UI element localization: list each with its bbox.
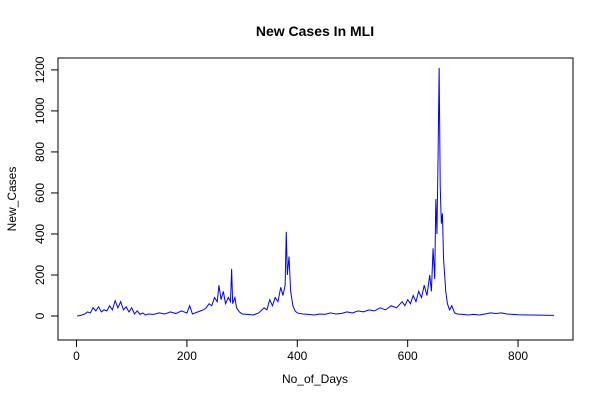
chart-title: New Cases In MLI xyxy=(256,23,374,39)
plot-box xyxy=(57,57,574,341)
y-tick-label: 1000 xyxy=(33,97,47,124)
x-tick-label: 200 xyxy=(177,349,197,363)
x-tick-label: 0 xyxy=(73,349,80,363)
y-tick-label: 0 xyxy=(33,312,47,319)
data-line xyxy=(76,67,554,317)
y-tick-label: 400 xyxy=(33,224,47,244)
x-tick-label: 600 xyxy=(398,349,418,363)
y-axis-label: New_Cases xyxy=(5,167,19,232)
x-tick-label: 400 xyxy=(287,349,307,363)
y-tick-label: 600 xyxy=(33,183,47,203)
y-tick-label: 800 xyxy=(33,142,47,162)
y-tick-label: 1200 xyxy=(33,56,47,83)
x-axis-label: No_of_Days xyxy=(282,372,348,386)
x-tick-label: 800 xyxy=(508,349,528,363)
y-tick-label: 200 xyxy=(33,265,47,285)
